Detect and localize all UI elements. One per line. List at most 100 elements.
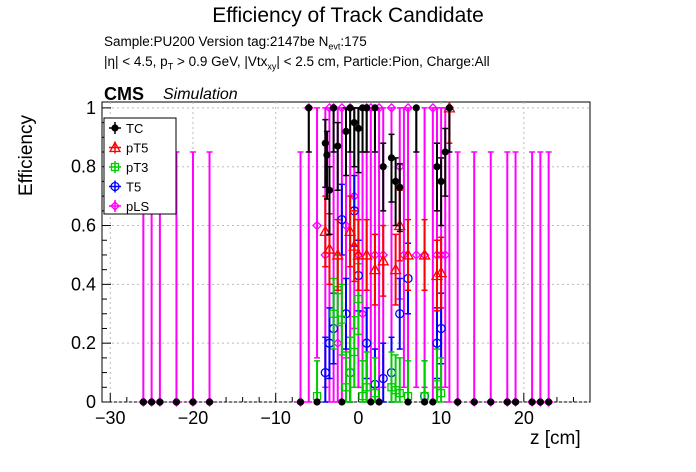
tc-point bbox=[433, 163, 441, 171]
tc-point bbox=[342, 127, 350, 136]
x-tick-label: −30 bbox=[95, 408, 126, 428]
pls-point bbox=[341, 220, 351, 231]
tc-point bbox=[445, 104, 453, 112]
pt5-point bbox=[418, 248, 431, 260]
sample-info-text: Sample:PU200 Version tag:2147be N bbox=[104, 34, 329, 49]
pt3-point bbox=[350, 347, 359, 357]
cms-label: CMS bbox=[104, 84, 144, 104]
tc-point bbox=[172, 398, 181, 406]
selection-eta-text: |η| < 4.5, p bbox=[104, 54, 168, 69]
sample-info-line: Sample:PU200 Version tag:2147be Nevt:175 bbox=[104, 34, 367, 52]
pt5-point bbox=[430, 269, 444, 281]
tc-point bbox=[313, 398, 321, 406]
y-tick-label: 0.4 bbox=[71, 274, 96, 294]
legend-marker-tc bbox=[111, 124, 119, 132]
legend-box bbox=[103, 117, 177, 215]
pt5-point bbox=[352, 248, 365, 260]
pt5-point bbox=[389, 263, 402, 275]
tc-point bbox=[379, 163, 387, 171]
legend-label-pt3: pT3 bbox=[126, 160, 148, 175]
pt5-point bbox=[377, 254, 390, 266]
pt5-point bbox=[360, 248, 373, 260]
selection-tail-text: | < 2.5 cm, Particle:Pion, Charge:All bbox=[276, 54, 490, 69]
simulation-label: Simulation bbox=[163, 86, 238, 103]
tc-point bbox=[367, 398, 375, 406]
tc-point bbox=[334, 142, 342, 150]
y-tick-label: 0.6 bbox=[71, 216, 96, 236]
x-tick-label: 20 bbox=[514, 408, 534, 428]
tc-point bbox=[545, 398, 553, 406]
pt5-point bbox=[348, 239, 361, 251]
x-tick-label: 10 bbox=[431, 408, 451, 428]
legend-label-t5: T5 bbox=[126, 180, 141, 195]
nevt-subscript: evt bbox=[328, 41, 341, 52]
pt5-point bbox=[331, 248, 344, 260]
pls-point bbox=[332, 338, 343, 349]
tc-point bbox=[354, 124, 363, 133]
pt3-point bbox=[337, 315, 347, 324]
pt3-point bbox=[436, 389, 446, 398]
y-tick-label: 0 bbox=[86, 392, 96, 412]
pls-point bbox=[357, 308, 368, 319]
pt3-point bbox=[362, 383, 371, 392]
tc-point bbox=[536, 398, 544, 406]
x-axis-label: z [cm] bbox=[530, 428, 581, 449]
tc-point bbox=[511, 398, 520, 406]
pls-point bbox=[312, 220, 322, 231]
selection-info-line: |η| < 4.5, pT > 0.9 GeV, |Vtxxy| < 2.5 c… bbox=[104, 54, 490, 72]
tc-point bbox=[404, 398, 412, 406]
tc-point bbox=[296, 398, 305, 406]
pt5-point bbox=[401, 248, 415, 260]
x-tick-label: 0 bbox=[353, 408, 363, 428]
t5-point bbox=[395, 309, 405, 319]
tc-point bbox=[420, 398, 429, 406]
legend-label-tc: TC bbox=[126, 121, 143, 136]
chart-title: Efficiency of Track Candidate bbox=[212, 4, 484, 27]
tc-point bbox=[338, 398, 346, 406]
tc-point bbox=[528, 398, 536, 406]
legend-marker-t5 bbox=[110, 181, 120, 192]
pt5-point bbox=[435, 266, 448, 278]
tc-point bbox=[454, 398, 462, 406]
tc-point bbox=[412, 104, 420, 112]
pls-point bbox=[403, 102, 413, 113]
pt-subscript: T bbox=[167, 61, 174, 72]
t5-point bbox=[362, 338, 372, 348]
pt3-point bbox=[395, 389, 404, 398]
legend-label-pt5: pT5 bbox=[126, 141, 148, 156]
y-tick-label: 1 bbox=[86, 98, 96, 118]
legend-marker-pls bbox=[110, 201, 120, 211]
selection-pt-text: > 0.9 GeV, |Vtx bbox=[173, 54, 268, 69]
tc-point bbox=[350, 118, 358, 127]
tc-point bbox=[156, 398, 164, 406]
tc-point bbox=[392, 177, 400, 186]
t5-point bbox=[436, 323, 446, 334]
tc-point bbox=[487, 398, 495, 406]
x-tick-label: −20 bbox=[178, 408, 209, 428]
tc-point bbox=[189, 398, 197, 406]
pt5-point bbox=[368, 263, 382, 275]
pls-point bbox=[427, 102, 438, 113]
tc-point bbox=[346, 104, 354, 112]
tc-point bbox=[387, 154, 396, 162]
tc-point bbox=[470, 398, 478, 406]
y-tick-label: 0.2 bbox=[71, 333, 96, 353]
tc-point bbox=[503, 398, 511, 406]
legend-marker-pt3 bbox=[110, 162, 120, 172]
tc-point bbox=[371, 104, 379, 112]
y-tick-label: 0.8 bbox=[71, 157, 96, 177]
pt3-point bbox=[354, 294, 363, 304]
pt5-point bbox=[344, 225, 357, 237]
pls-point bbox=[411, 250, 422, 260]
legend-label-pls: pLS bbox=[126, 199, 149, 214]
tc-point bbox=[375, 398, 383, 406]
tc-point bbox=[329, 104, 338, 112]
tc-point bbox=[441, 148, 449, 156]
vtx-subscript: xy bbox=[267, 61, 277, 72]
pt3-point bbox=[370, 389, 380, 398]
tc-point bbox=[305, 104, 313, 112]
pls-point bbox=[440, 250, 451, 260]
tc-point bbox=[396, 183, 404, 191]
tc-point bbox=[325, 186, 334, 194]
